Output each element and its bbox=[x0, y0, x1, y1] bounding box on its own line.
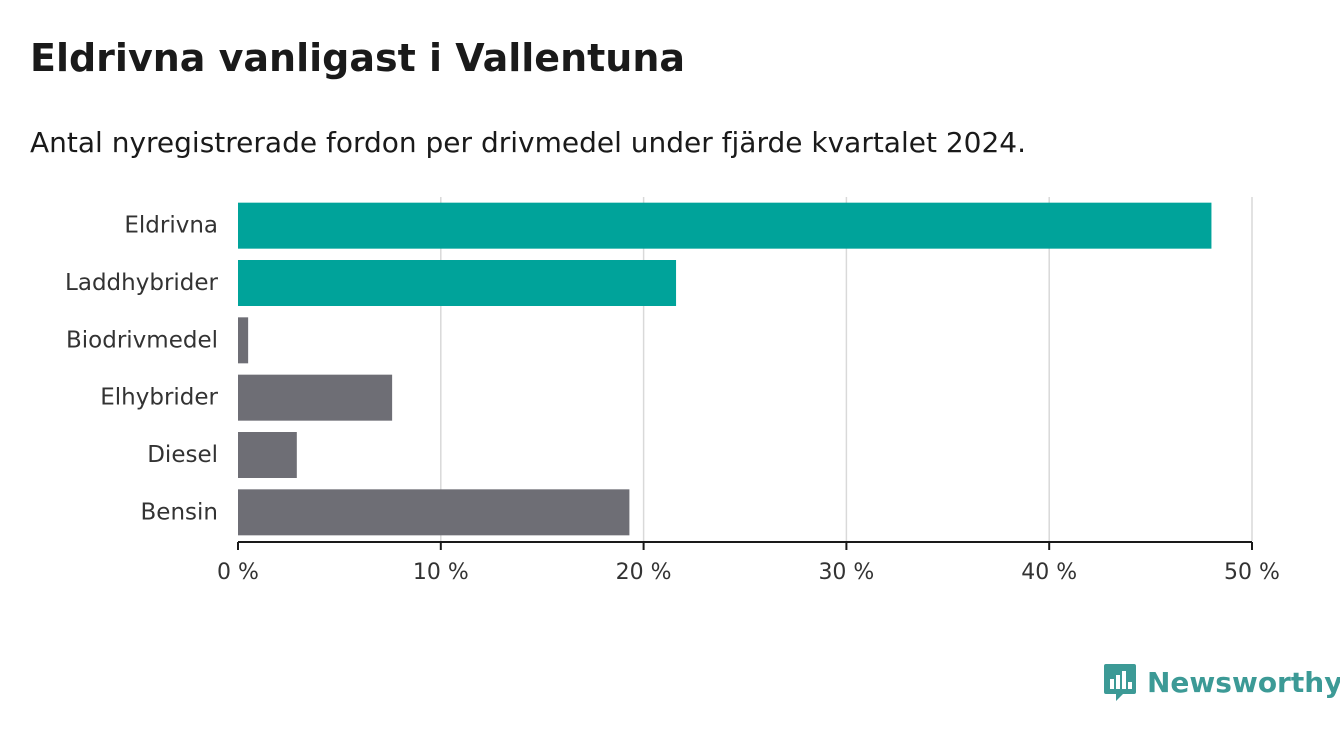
bar-eldrivna bbox=[238, 202, 1212, 249]
bar-elhybrider bbox=[238, 374, 393, 421]
bar-biodrivmedel bbox=[238, 317, 249, 364]
chart-subtitle: Antal nyregistrerade fordon per drivmede… bbox=[30, 126, 1027, 159]
category-label: Laddhybrider bbox=[65, 270, 218, 296]
x-tick-label: 30 % bbox=[818, 560, 874, 585]
x-tick-label: 40 % bbox=[1021, 560, 1077, 585]
bars bbox=[238, 202, 1212, 536]
x-tick-label: 0 % bbox=[217, 560, 259, 585]
category-labels: Eldrivna Laddhybrider Biodrivmedel Elhybrid… bbox=[65, 213, 218, 526]
category-label: Biodrivmedel bbox=[66, 327, 218, 353]
x-tick-label: 20 % bbox=[616, 560, 672, 585]
x-tick-label: 50 % bbox=[1224, 560, 1280, 585]
chart-title: Eldrivna vanligast i Vallentuna bbox=[30, 36, 686, 80]
x-tick-label: 10 % bbox=[413, 560, 469, 585]
x-axis: 0 % 10 % 20 % 30 % 40 % 50 % bbox=[217, 541, 1280, 585]
category-label: Elhybrider bbox=[100, 385, 218, 411]
bar-diesel bbox=[238, 432, 297, 478]
brand-name: Newsworthy bbox=[1147, 665, 1340, 699]
bar-bensin bbox=[238, 489, 630, 536]
category-label: Eldrivna bbox=[124, 213, 218, 239]
category-label: Diesel bbox=[147, 442, 218, 468]
bar-laddhybrider bbox=[238, 260, 677, 306]
newsworthy-logo: Newsworthy bbox=[1103, 660, 1340, 704]
newsworthy-logo-icon bbox=[1104, 664, 1136, 701]
category-label: Bensin bbox=[141, 499, 218, 525]
grid-lines bbox=[440, 197, 1253, 541]
